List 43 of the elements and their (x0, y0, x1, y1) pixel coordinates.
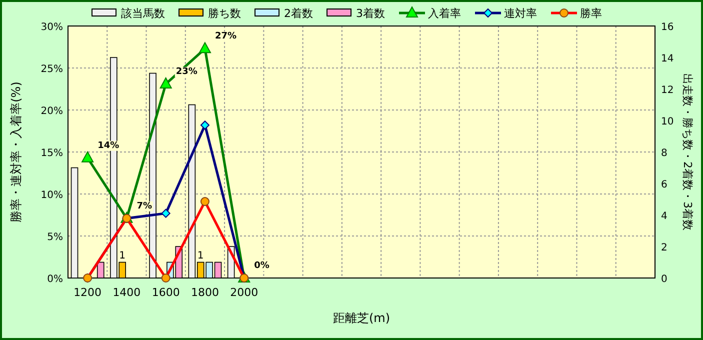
y2-tick-label: 16 (661, 22, 674, 33)
x-tick-label: 1800 (190, 286, 219, 299)
point (198, 42, 211, 54)
legend-label: 3着数 (356, 7, 385, 20)
x-axis-title: 距離芝(m) (332, 311, 390, 325)
y2-tick-label: 8 (661, 148, 668, 159)
x-tick-label: 1400 (112, 286, 141, 299)
point (161, 208, 170, 218)
point (160, 77, 172, 88)
y2-tick-label: 4 (661, 211, 668, 222)
data-label: 1 (119, 250, 126, 262)
legend-label: 連対率 (504, 7, 537, 20)
y-axis-title: 勝率・連対率・入着率(%) (9, 82, 23, 222)
x-tick-label: 1200 (74, 286, 102, 299)
data-label: 14% (98, 140, 120, 151)
data-label: 23% (176, 66, 198, 77)
data-label: 27% (214, 32, 237, 42)
y2-tick-label: 12 (661, 85, 674, 96)
legend-label: 2着数 (284, 7, 313, 20)
y-tick-label: 0% (47, 274, 63, 285)
y2-axis-title: 出走数・勝ち数・2着数・3着数 (681, 74, 694, 230)
data-label: 1 (197, 250, 204, 262)
y-tick-label: 15% (40, 148, 63, 159)
y2-tick-label: 6 (661, 180, 668, 190)
legend-label: 勝率 (580, 7, 602, 20)
data-label: 7% (136, 201, 152, 212)
y-tick-label: 20% (40, 106, 63, 117)
data-label: 0% (254, 261, 270, 271)
legend-label: 該当馬数 (121, 7, 165, 20)
y-tick-label: 25% (40, 64, 63, 75)
legend-label: 入着率 (428, 7, 461, 20)
y2-tick-label: 14 (661, 54, 674, 64)
y2-tick-label: 10 (661, 116, 674, 128)
x-tick-label: 1600 (152, 286, 180, 299)
y2-tick-label: 2 (661, 242, 668, 254)
x-tick-label: 2000 (230, 286, 258, 299)
point (200, 120, 210, 130)
y-tick-label: 5% (47, 232, 63, 243)
y-tick-label: 10% (40, 190, 63, 201)
y-tick-label: 30% (40, 22, 63, 33)
legend-label: 勝ち数 (208, 7, 241, 20)
y2-tick-label: 0 (661, 274, 668, 285)
point (82, 151, 94, 162)
